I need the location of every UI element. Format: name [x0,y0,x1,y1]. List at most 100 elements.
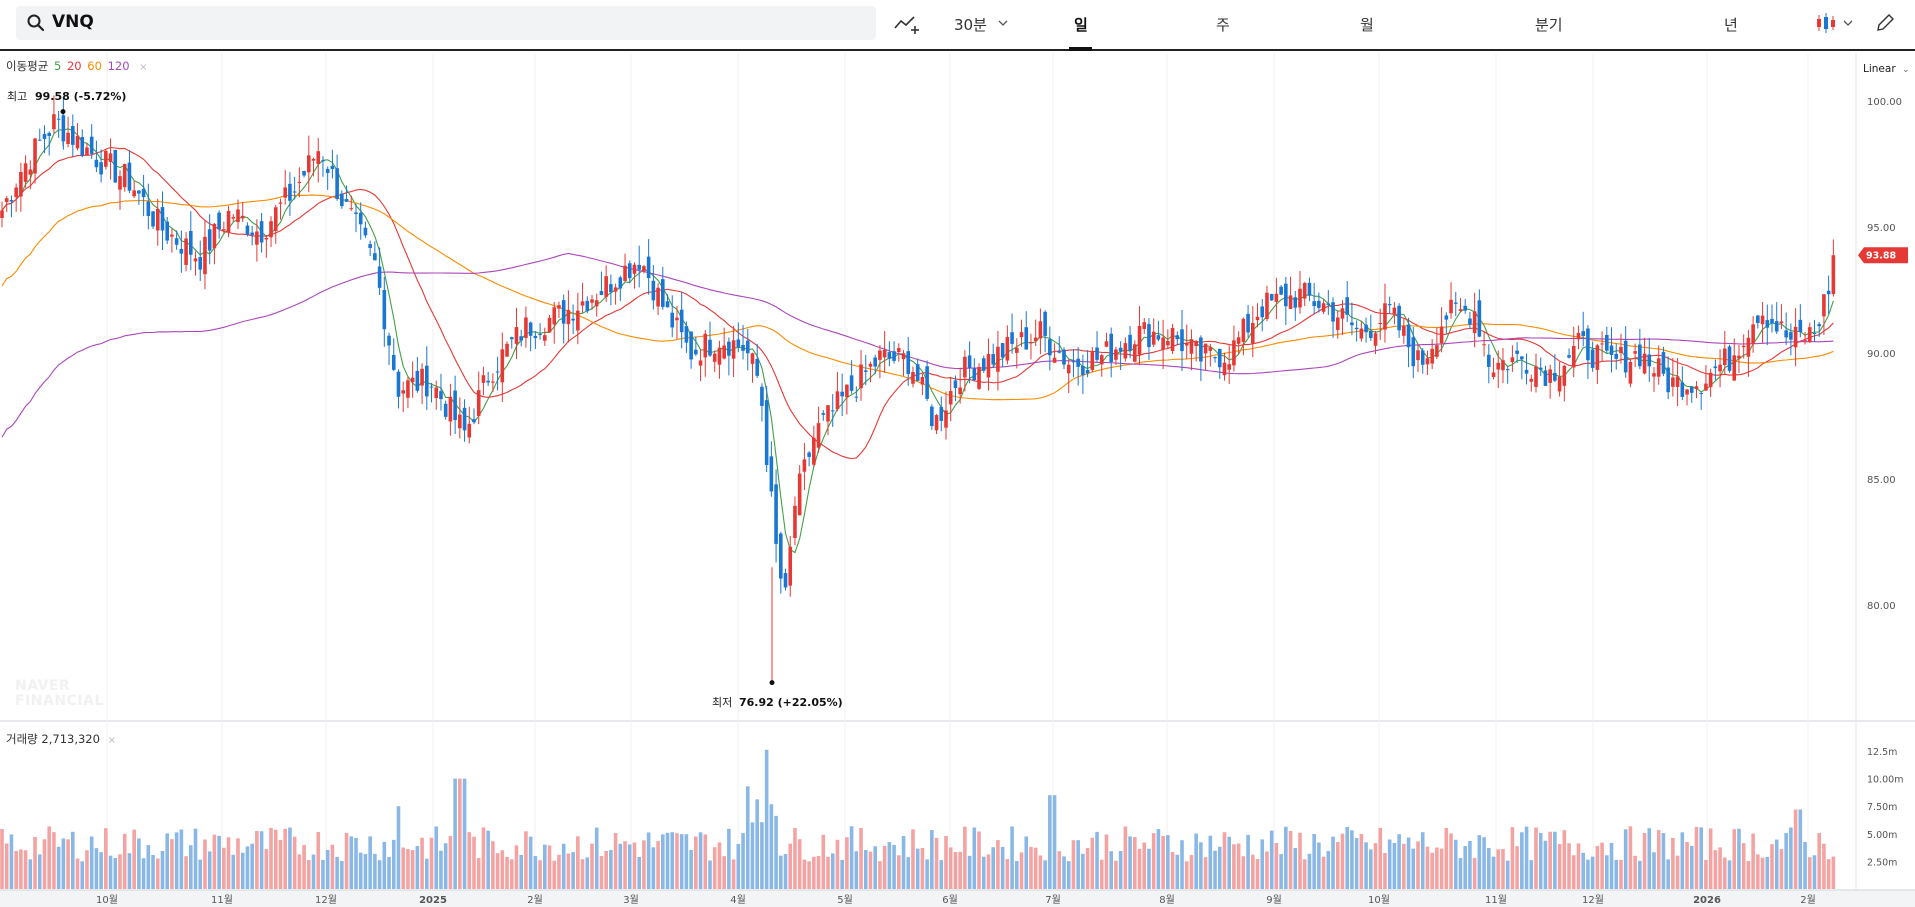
search-input[interactable]: VNQ [16,6,876,40]
candle-body [736,339,741,348]
candle-body [604,276,608,297]
volume-bar [1491,856,1496,889]
legend-period-60: 60 [87,59,102,73]
candle-body [1052,357,1057,363]
tab-quarter[interactable]: 분기 [1535,16,1563,34]
candle-body [264,237,269,240]
candle-body [1170,327,1175,351]
volume-bar [930,830,934,889]
tab-day[interactable]: 일 [1074,16,1088,34]
volume-bar [391,839,396,889]
candle-body [1123,343,1128,359]
volume-bar [14,851,18,889]
volume-bar [179,829,184,889]
candle-body [495,371,500,373]
candle-body [1708,372,1713,388]
volume-bar [1656,830,1661,889]
candle-body [1246,313,1250,333]
volume-bar [594,827,599,889]
candle-body [1798,319,1803,333]
interval-select[interactable]: 30분 [954,16,987,34]
close-icon[interactable]: × [107,735,116,746]
pencil-icon[interactable] [1874,10,1896,36]
candle-body [835,391,840,410]
candle-body [661,279,665,307]
volume-bar [915,848,920,889]
candle-body [689,331,693,360]
volume-bar [1798,809,1803,889]
volume-bar [264,849,269,889]
volume-bar [632,842,637,889]
close-icon[interactable]: × [139,62,148,73]
candle-body [557,305,561,309]
candle-body [670,312,675,328]
candle-body [1005,336,1010,361]
watermark-line-1: NAVER [15,678,71,694]
high-marker [60,109,66,115]
legend-label: 이동평균 [6,59,49,73]
candle-body [1194,341,1198,347]
volume-bar [278,839,283,889]
volume-bar [481,827,486,889]
candle-body [967,355,972,368]
volume-bar [1251,854,1255,889]
volume-bar [259,831,264,889]
price-tick-label: 90.00 [1867,349,1896,360]
volume-bar [1005,859,1010,889]
time-tick-label: 10월 [1368,894,1390,906]
indicator-line-icon[interactable] [892,10,920,36]
volume-bar [948,847,953,889]
volume-bar [127,853,132,889]
volume-bar [750,822,755,889]
chevron-down-icon[interactable] [998,18,1008,28]
low-marker [769,680,775,686]
volume-bar [1156,829,1161,889]
volume-bar [646,832,651,889]
candlestick-icon[interactable] [1815,10,1839,36]
volume-bar [1369,849,1373,889]
volume-bar [934,837,939,889]
time-tick-label: 5월 [837,894,853,906]
volume-bar [1175,854,1180,889]
volume-bar [1515,846,1519,889]
volume-bar [66,839,70,889]
volume-bar [552,860,557,889]
time-axis-band [0,890,1915,907]
volume-bar [807,861,811,889]
volume-bar [1789,827,1793,889]
candle-body [779,533,783,579]
volume-bar [1699,827,1703,889]
candle-body [925,366,929,399]
volume-bar [448,835,453,889]
volume-bar [1024,836,1029,889]
candle-body [1416,350,1420,361]
candle-body [1359,328,1364,339]
volume-bar [760,822,764,889]
candle-body [1227,364,1231,370]
candle-body [1307,282,1312,296]
candle-body [1033,337,1038,342]
chevron-down-icon[interactable] [1843,18,1853,28]
tab-week[interactable]: 주 [1216,16,1230,34]
volume-bar [1746,860,1751,889]
volume-bar [1666,859,1670,889]
volume-bar [335,856,339,889]
volume-bar [1453,839,1458,889]
volume-bar [1232,844,1236,889]
tab-year[interactable]: 년 [1724,16,1738,34]
volume-tick-label: 5.00m [1867,830,1897,841]
volume-bar [736,844,741,889]
volume-bar [901,836,906,889]
volume-bar [255,830,259,889]
candle-body [566,310,571,325]
volume-bar [61,838,66,889]
candle-body [1298,288,1302,308]
candle-body [1553,372,1557,381]
candle-body [934,415,939,431]
volume-bar [1420,832,1425,889]
tab-month[interactable]: 월 [1360,16,1374,34]
candle-body [42,133,47,140]
scale-mode-select[interactable]: Linear ⌄ [1863,63,1910,75]
volume-bar [642,840,646,889]
